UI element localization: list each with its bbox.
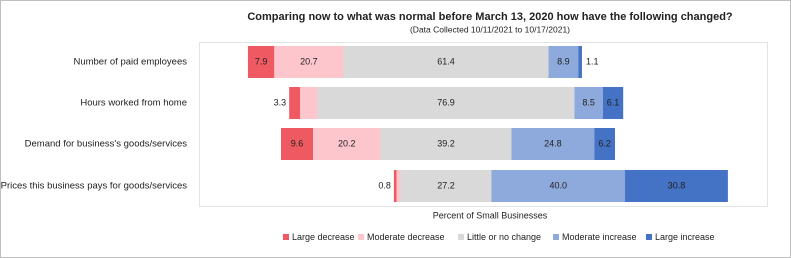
chart-subtitle: (Data Collected 10/11/2021 to 10/17/2021…	[410, 24, 570, 34]
value-label: 20.7	[300, 56, 318, 66]
value-label: 27.2	[437, 180, 455, 190]
bar-segment	[594, 128, 616, 160]
bar-segment	[274, 46, 344, 78]
legend-label: Large increase	[655, 232, 715, 242]
legend-swatch	[646, 234, 652, 240]
bar-segment	[396, 170, 401, 202]
value-label: 6.2	[598, 138, 611, 148]
bar-segment	[247, 46, 275, 78]
value-label: 1.1	[586, 56, 599, 66]
value-label: 61.4	[437, 56, 455, 66]
bar-segment	[343, 46, 549, 78]
category-label: Demand for business's goods/services	[25, 139, 188, 150]
bar-segment	[574, 87, 603, 119]
category-label: Prices this business pays for goods/serv…	[1, 181, 188, 192]
bar-segment	[380, 128, 512, 160]
bar-segment	[602, 87, 624, 119]
value-label: 76.9	[437, 97, 455, 107]
legend-label: Little or no change	[467, 232, 541, 242]
value-label: 9.6	[291, 138, 304, 148]
bar-segment	[400, 170, 492, 202]
chart-title: Comparing now to what was normal before …	[247, 11, 733, 23]
legend-label: Moderate increase	[562, 232, 637, 242]
value-label: 40.0	[549, 180, 567, 190]
value-label: 6.1	[607, 97, 620, 107]
category-label: Number of paid employees	[73, 57, 187, 68]
bar-segment	[393, 170, 397, 202]
value-label: 0.8	[378, 180, 391, 190]
value-label: 24.8	[544, 138, 562, 148]
legend-swatch	[358, 234, 364, 240]
plot-frame	[199, 42, 768, 207]
value-label: 39.2	[437, 138, 455, 148]
legend-label: Moderate decrease	[367, 232, 445, 242]
bar-segment	[625, 170, 728, 202]
bar-segment	[317, 87, 575, 119]
bar-segment	[289, 87, 301, 119]
bar-segment	[511, 128, 595, 160]
x-axis-title: Percent of Small Businesses	[433, 210, 548, 220]
bar-segment	[281, 128, 314, 160]
bar-segment	[313, 128, 381, 160]
value-label: 20.2	[338, 138, 356, 148]
bar-segment	[548, 46, 579, 78]
value-label: 30.8	[668, 180, 686, 190]
value-label: 3.3	[274, 97, 287, 107]
value-label: 8.5	[582, 97, 595, 107]
legend-swatch	[283, 234, 289, 240]
legend-swatch	[553, 234, 559, 240]
category-label: Hours worked from home	[80, 98, 187, 109]
value-label: 7.9	[255, 56, 268, 66]
value-label: 8.9	[557, 56, 570, 66]
bar-segment	[578, 46, 582, 78]
bar-segment	[300, 87, 318, 119]
legend-swatch	[458, 234, 464, 240]
bar-segment	[491, 170, 626, 202]
legend-label: Large decrease	[292, 232, 355, 242]
